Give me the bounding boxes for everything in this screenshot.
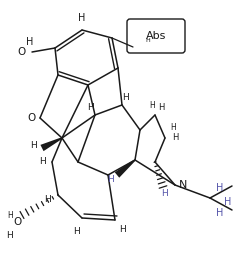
Text: H: H bbox=[7, 211, 13, 220]
FancyBboxPatch shape bbox=[127, 19, 185, 53]
Polygon shape bbox=[40, 137, 62, 151]
Text: H: H bbox=[216, 183, 224, 193]
Text: H: H bbox=[45, 196, 51, 204]
Text: H: H bbox=[224, 197, 232, 207]
Text: H: H bbox=[216, 208, 224, 218]
Text: H: H bbox=[40, 158, 46, 167]
Text: H: H bbox=[31, 141, 37, 150]
Polygon shape bbox=[115, 160, 136, 178]
Text: H: H bbox=[170, 123, 176, 133]
Text: H: H bbox=[78, 13, 86, 23]
Text: H: H bbox=[149, 101, 155, 109]
Text: H: H bbox=[158, 104, 164, 112]
Text: H: H bbox=[162, 189, 168, 199]
Text: N: N bbox=[179, 180, 187, 190]
Text: H: H bbox=[88, 102, 94, 111]
Text: H: H bbox=[172, 133, 178, 143]
Text: H: H bbox=[120, 225, 126, 235]
Text: H: H bbox=[123, 93, 129, 101]
Text: Abs: Abs bbox=[146, 31, 166, 41]
Text: O: O bbox=[18, 47, 26, 57]
Text: H: H bbox=[7, 231, 13, 239]
Text: H: H bbox=[146, 38, 150, 44]
Text: O: O bbox=[14, 217, 22, 227]
Text: H: H bbox=[108, 175, 114, 185]
Text: H: H bbox=[74, 226, 80, 235]
Text: O: O bbox=[28, 113, 36, 123]
Text: H: H bbox=[26, 37, 34, 47]
